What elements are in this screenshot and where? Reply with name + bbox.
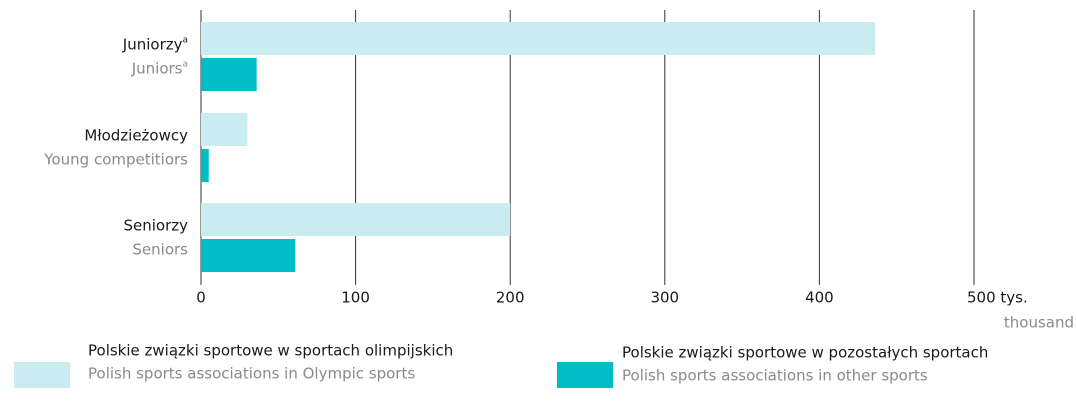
category-note-en: a [182,59,188,69]
x-tick-label: 500 tys. [967,289,1028,307]
category-label: Seniorzy [123,216,188,234]
bar [201,58,257,91]
legend-swatch [14,362,70,388]
category-label-pl: Młodzieżowcy [84,126,188,144]
x-tick-label: 200 [496,289,525,307]
bar [201,239,296,272]
category-label-en-text: Young competitiors [43,150,188,168]
category-label-en-text: Seniors [132,240,188,258]
x-tick-label: 400 [805,289,834,307]
category-label-en: Seniors [132,240,188,258]
category-label-en-text: Juniors [131,59,183,77]
category-label-en: Juniorsa [131,59,188,77]
category-label-en: Young competitiors [43,150,188,168]
legend-label-en: Polish sports associations in Olympic sp… [88,365,415,383]
legend-swatch [557,362,613,388]
category-label-pl: Juniorzy [122,35,183,53]
legend-label: Polskie związki sportowe w sportach olim… [88,342,453,360]
x-tick-label: 300 [650,289,679,307]
x-tick-label: 0 [196,289,206,307]
bar [201,203,511,236]
category-note: a [182,35,188,45]
legend-label: Polskie związki sportowe w pozostałych s… [622,344,988,362]
category-label: Juniorzya [122,35,188,53]
x-tick-label: 100 [341,289,370,307]
category-label: Młodzieżowcy [84,126,188,144]
legend-label-en: Polish sports associations in other spor… [622,367,928,385]
x-unit-label: thousand [1004,314,1074,332]
bar [201,149,209,182]
bar [201,113,248,146]
category-label-pl: Seniorzy [123,216,188,234]
bar [201,22,876,55]
